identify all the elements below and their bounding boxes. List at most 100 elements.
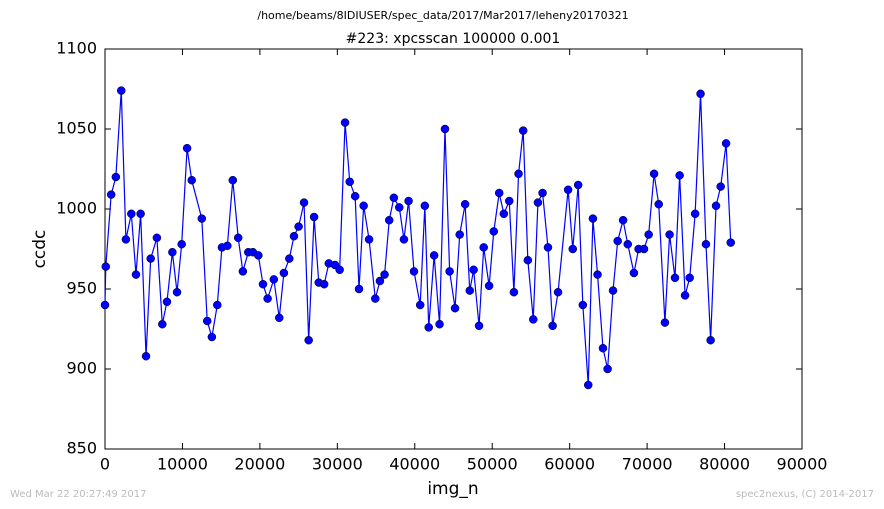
data-point xyxy=(127,209,136,219)
data-point xyxy=(371,294,380,303)
y-tick-label: 1100 xyxy=(56,39,97,58)
data-point xyxy=(429,251,439,260)
data-point xyxy=(711,201,721,211)
x-tick-label: 70000 xyxy=(622,455,673,474)
data-line xyxy=(104,90,732,386)
data-point xyxy=(548,321,557,331)
data-point xyxy=(518,126,528,135)
data-point xyxy=(152,233,162,243)
footer-right: spec2nexus, (C) 2014-2017 xyxy=(736,489,874,500)
data-point xyxy=(424,323,433,332)
data-point xyxy=(364,235,374,244)
suptitle: /home/beams/8IDIUSER/spec_data/2017/Mar2… xyxy=(257,9,628,22)
footer-left: Wed Mar 22 20:27:49 2017 xyxy=(10,489,146,500)
data-point xyxy=(629,268,639,278)
data-point xyxy=(654,199,663,209)
data-point xyxy=(618,215,628,225)
data-point xyxy=(340,118,350,127)
data-point xyxy=(350,191,360,201)
plot-frame xyxy=(104,48,803,450)
data-point xyxy=(706,335,715,345)
data-point xyxy=(168,247,177,257)
data-point xyxy=(474,321,484,331)
data-point xyxy=(568,244,578,254)
x-tick-label: 10000 xyxy=(157,455,208,474)
y-tick-label: 850 xyxy=(66,439,97,458)
data-point xyxy=(399,235,409,244)
data-point xyxy=(258,279,268,289)
data-point xyxy=(649,169,659,179)
data-point xyxy=(146,254,155,263)
data-point xyxy=(202,316,212,326)
data-point xyxy=(294,222,303,231)
data-point xyxy=(101,262,111,271)
data-point xyxy=(233,233,243,243)
data-point xyxy=(238,267,248,276)
data-point xyxy=(435,319,444,329)
data-point xyxy=(117,86,126,95)
data-point xyxy=(162,297,172,307)
data-point xyxy=(613,236,622,246)
data-point xyxy=(263,294,272,303)
data-point xyxy=(440,124,450,134)
data-point xyxy=(223,241,232,251)
data-point xyxy=(269,275,279,284)
data-point xyxy=(354,284,364,294)
data-point xyxy=(158,319,167,329)
data-point xyxy=(141,351,151,361)
data-point xyxy=(359,201,368,211)
data-point xyxy=(228,175,238,185)
data-point xyxy=(106,190,116,199)
data-point xyxy=(584,380,593,390)
data-point xyxy=(111,172,121,182)
x-axis-label: img_n xyxy=(427,479,478,499)
data-point xyxy=(716,182,725,191)
data-point xyxy=(690,209,700,219)
data-point xyxy=(345,177,354,187)
y-tick-label: 900 xyxy=(66,359,97,378)
data-point xyxy=(499,209,509,219)
y-tick-label: 1000 xyxy=(56,199,97,218)
data-point xyxy=(319,279,329,289)
data-point xyxy=(603,364,612,374)
data-point xyxy=(494,188,504,198)
y-tick-label: 950 xyxy=(66,279,97,298)
data-point xyxy=(380,270,389,279)
data-point xyxy=(538,188,547,198)
data-point xyxy=(420,201,430,211)
data-point xyxy=(578,300,588,310)
data-point xyxy=(279,268,289,278)
x-tick-label: 20000 xyxy=(234,455,285,474)
data-point xyxy=(505,196,514,206)
data-point xyxy=(335,265,344,275)
data-point xyxy=(289,231,299,241)
data-point xyxy=(384,215,394,225)
data-point xyxy=(701,239,711,249)
data-point xyxy=(696,89,705,99)
data-point xyxy=(573,180,583,190)
data-point xyxy=(685,273,694,283)
data-point xyxy=(121,235,131,244)
data-point xyxy=(100,300,110,310)
data-point xyxy=(136,209,145,219)
data-point xyxy=(670,273,680,283)
data-point xyxy=(455,230,464,239)
data-point xyxy=(529,315,538,324)
data-point xyxy=(533,198,543,207)
data-point xyxy=(131,270,141,279)
data-point xyxy=(207,332,217,342)
data-point xyxy=(404,196,413,206)
data-point xyxy=(445,267,454,276)
data-point xyxy=(285,254,294,263)
data-point xyxy=(395,203,404,212)
y-tick-label: 1050 xyxy=(56,119,97,138)
data-point xyxy=(182,143,192,153)
x-tick-label: 60000 xyxy=(544,455,595,474)
x-tick-label: 90000 xyxy=(777,455,828,474)
data-point xyxy=(514,169,523,179)
data-point xyxy=(623,239,632,249)
data-point xyxy=(375,276,385,286)
data-point xyxy=(465,286,475,295)
x-tick-label: 30000 xyxy=(312,455,363,474)
data-point xyxy=(489,227,499,236)
